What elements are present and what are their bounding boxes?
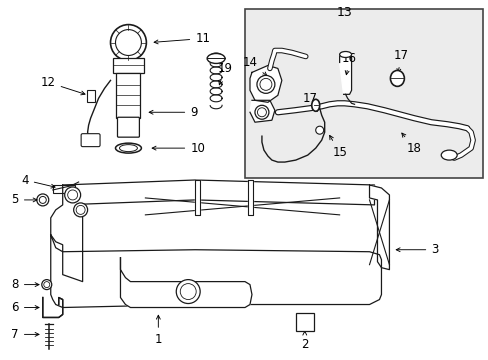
Polygon shape xyxy=(120,258,251,307)
Circle shape xyxy=(110,24,146,60)
FancyBboxPatch shape xyxy=(117,117,139,137)
Text: 9: 9 xyxy=(149,106,197,119)
Circle shape xyxy=(37,194,49,206)
Text: 17: 17 xyxy=(393,49,408,73)
Bar xyxy=(53,185,75,193)
Text: 4: 4 xyxy=(21,174,55,188)
Text: 17: 17 xyxy=(302,92,317,111)
Polygon shape xyxy=(51,185,82,282)
Bar xyxy=(244,9,482,178)
Text: 12: 12 xyxy=(41,76,85,95)
Text: 6: 6 xyxy=(11,301,39,314)
Circle shape xyxy=(176,280,200,303)
Polygon shape xyxy=(247,180,252,215)
Ellipse shape xyxy=(440,150,456,160)
Bar xyxy=(86,90,94,102)
Polygon shape xyxy=(51,235,381,307)
Circle shape xyxy=(64,187,81,203)
Bar xyxy=(116,73,140,118)
Circle shape xyxy=(74,203,87,217)
Ellipse shape xyxy=(207,54,224,63)
FancyBboxPatch shape xyxy=(81,134,100,147)
Circle shape xyxy=(315,126,323,134)
Polygon shape xyxy=(369,185,388,270)
Polygon shape xyxy=(339,53,351,94)
Circle shape xyxy=(41,280,52,289)
Polygon shape xyxy=(249,100,274,122)
Circle shape xyxy=(256,75,274,93)
Text: 11: 11 xyxy=(154,32,210,45)
Text: 14: 14 xyxy=(243,56,266,76)
Polygon shape xyxy=(195,180,200,215)
Polygon shape xyxy=(62,180,374,205)
Text: 8: 8 xyxy=(12,278,39,291)
Text: 15: 15 xyxy=(329,135,346,159)
Ellipse shape xyxy=(115,143,141,153)
Circle shape xyxy=(115,30,141,55)
Ellipse shape xyxy=(389,71,404,86)
Text: 2: 2 xyxy=(301,331,308,351)
Ellipse shape xyxy=(339,51,351,58)
Bar xyxy=(295,314,313,332)
Text: 16: 16 xyxy=(342,52,356,75)
Polygon shape xyxy=(249,66,281,102)
Text: 19: 19 xyxy=(217,62,232,85)
Text: 18: 18 xyxy=(401,133,421,155)
Text: 3: 3 xyxy=(395,243,438,256)
Bar xyxy=(112,58,144,73)
Circle shape xyxy=(254,105,268,119)
Text: 10: 10 xyxy=(152,141,204,155)
Text: 7: 7 xyxy=(11,328,39,341)
Text: 5: 5 xyxy=(12,193,37,206)
Ellipse shape xyxy=(311,99,319,111)
Text: 1: 1 xyxy=(154,315,162,346)
Text: 13: 13 xyxy=(336,6,352,19)
Polygon shape xyxy=(42,298,62,318)
